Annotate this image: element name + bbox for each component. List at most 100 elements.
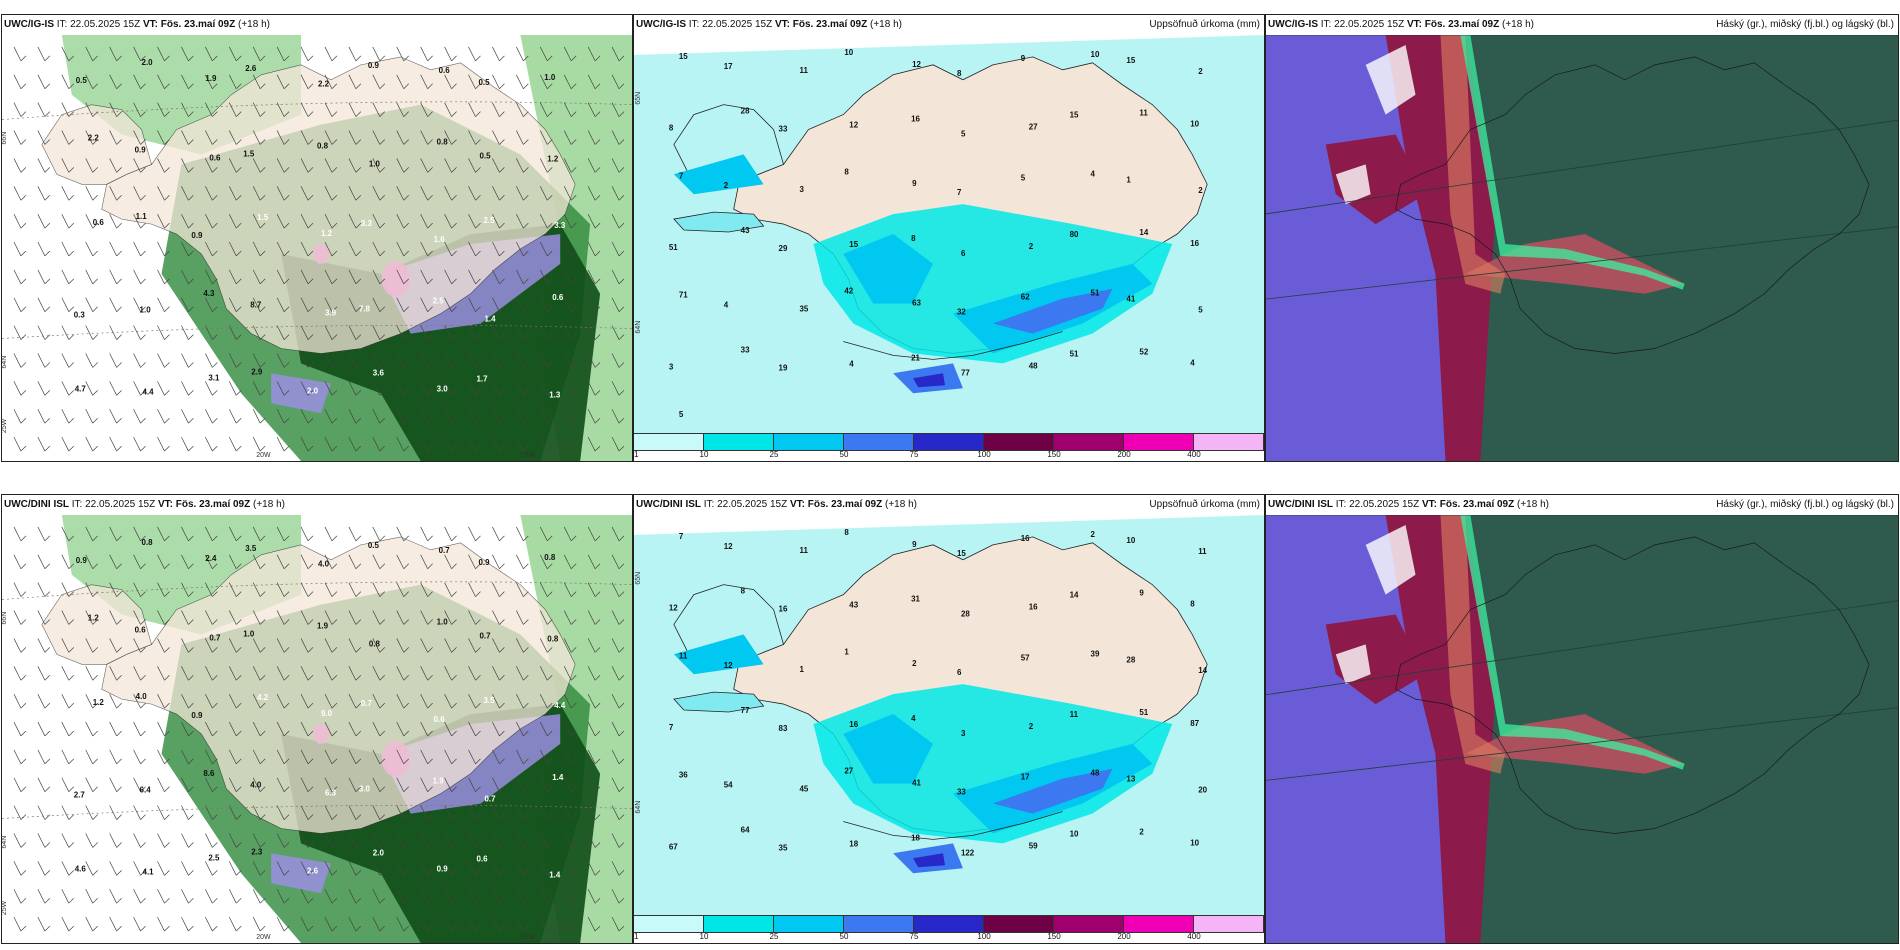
contour-line xyxy=(843,811,1063,840)
wind-barb xyxy=(85,241,98,257)
wind-barb xyxy=(252,805,266,820)
precip-value-label: 9 xyxy=(1021,54,1026,63)
panel-cloud-bottom: UWC/DINI ISL IT: 22.05.2025 15Z VT: Fös.… xyxy=(1265,494,1899,944)
wind-barb xyxy=(396,269,409,285)
wind-value-label: 1.2 xyxy=(93,698,105,707)
it-value: 22.05.2025 15Z xyxy=(1334,19,1405,30)
wind-value-label: 1.2 xyxy=(547,154,559,163)
wind-barb xyxy=(516,721,529,737)
wind-barb xyxy=(516,158,529,173)
precip-value-label: 4 xyxy=(1190,358,1195,367)
wind-barb xyxy=(563,381,577,396)
wind-barb xyxy=(348,582,362,597)
wind-barb xyxy=(37,916,51,932)
wind-barb xyxy=(205,833,218,848)
wind-barb xyxy=(276,102,290,117)
wind-barb xyxy=(372,381,386,396)
wind-barb xyxy=(13,777,27,792)
wind-barb xyxy=(181,666,194,681)
wind-barb xyxy=(324,74,338,89)
wind-barb xyxy=(587,582,601,597)
wind-barb xyxy=(348,381,362,396)
wind-barb xyxy=(157,214,170,229)
wind-barb xyxy=(563,554,577,569)
wind-value-label: 4.0 xyxy=(318,560,330,569)
wind-barb xyxy=(276,554,290,569)
wind-barb xyxy=(61,721,75,737)
wind-barb xyxy=(133,214,146,229)
wind-barb xyxy=(13,554,27,569)
cloud-mid-band xyxy=(1440,515,1506,774)
precip-value-label: 2 xyxy=(1091,530,1096,539)
wind-barb xyxy=(37,777,51,792)
colorbar-tick-label: 10 xyxy=(699,932,709,941)
wind-barb xyxy=(252,353,266,368)
wind-barb xyxy=(85,666,98,681)
axis-label: 64N xyxy=(2,836,8,849)
wind-value-label: 1.3 xyxy=(549,390,561,399)
wind-barb xyxy=(492,777,505,792)
wind-barb xyxy=(396,102,409,117)
wind-value-label: 2.6 xyxy=(307,866,319,875)
wind-barb xyxy=(228,297,242,312)
wind-value-label: 1.4 xyxy=(552,773,564,782)
wind-barb xyxy=(468,777,481,792)
wind-barb xyxy=(444,269,457,285)
wind-barb xyxy=(252,297,266,312)
axis-label: 65N xyxy=(635,572,642,585)
it-label: IT: xyxy=(1335,499,1347,510)
wind-barb xyxy=(133,666,146,681)
wind-barb xyxy=(324,777,338,792)
wind-barb xyxy=(324,526,338,542)
wind-barb xyxy=(61,325,75,340)
wind-barb xyxy=(61,214,75,229)
wind-barb xyxy=(205,186,218,201)
wind-barb xyxy=(444,777,457,792)
wind-barb xyxy=(539,353,553,368)
wind-barb xyxy=(157,353,170,368)
wind-barb xyxy=(492,436,505,452)
wind-barb xyxy=(133,74,146,89)
wind-value-label: 4.3 xyxy=(203,289,215,298)
wind-value-label: 4.7 xyxy=(75,384,87,393)
wind-value-label: 1.0 xyxy=(437,617,449,626)
wind-barb xyxy=(85,526,98,542)
precip-value-label: 51 xyxy=(1139,708,1148,717)
wind-barb xyxy=(205,102,218,117)
wind-barb xyxy=(444,46,457,62)
lead-time: (+18 h) xyxy=(238,19,270,30)
wind-barb xyxy=(157,610,170,625)
wind-barb xyxy=(468,381,481,396)
wind-barb xyxy=(396,241,409,257)
wind-value-label: 1.9 xyxy=(433,777,445,786)
wind-barb xyxy=(587,554,601,569)
precip-value-label: 11 xyxy=(1139,109,1148,118)
wind-barb xyxy=(348,526,362,542)
wind-barb xyxy=(420,130,433,145)
wind-barb xyxy=(61,554,75,569)
wind-value-label: 2.2 xyxy=(88,134,100,143)
wind-barb xyxy=(109,582,122,597)
wind-barb xyxy=(611,526,625,542)
model-name: UWC/DINI ISL xyxy=(4,499,69,510)
wind-barb xyxy=(61,130,75,145)
wind-barb xyxy=(468,582,481,597)
precip-value-label: 8 xyxy=(957,69,962,78)
wind-barb xyxy=(444,861,457,876)
wind-barb xyxy=(85,381,98,396)
wind-barb xyxy=(109,610,122,625)
wind-barb xyxy=(372,916,386,932)
wind-barb xyxy=(539,805,553,820)
wind-barb xyxy=(13,325,27,340)
wind-barb xyxy=(611,436,625,452)
wind-barb xyxy=(157,381,170,396)
wind-barb xyxy=(37,381,51,396)
wind-barb xyxy=(276,409,290,424)
precip-value-label: 35 xyxy=(779,843,788,852)
wind-barb xyxy=(228,833,242,848)
wind-barb xyxy=(133,749,146,765)
wind-barb xyxy=(85,554,98,569)
wind-barb xyxy=(516,554,529,569)
wind-value-label: 8.7 xyxy=(250,301,262,310)
wind-barb xyxy=(348,74,362,89)
